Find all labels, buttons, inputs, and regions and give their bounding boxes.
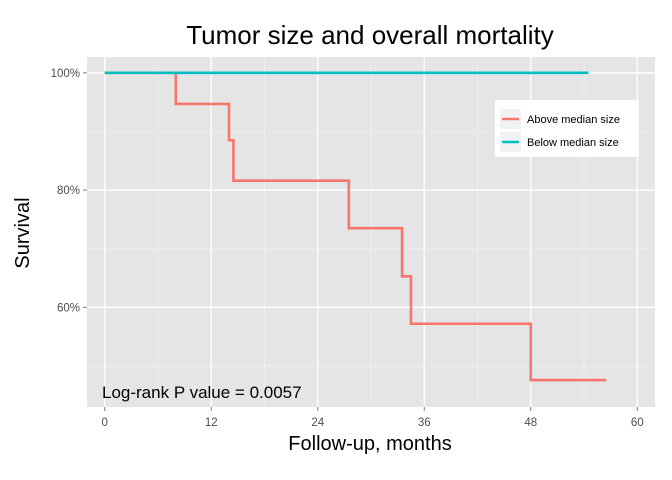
legend-label: Above median size bbox=[527, 114, 620, 126]
y-tick-label: 100% bbox=[51, 68, 80, 80]
logrank-annotation: Log-rank P value = 0.0057 bbox=[102, 383, 302, 402]
x-tick-label: 24 bbox=[311, 417, 324, 429]
y-tick-label: 80% bbox=[57, 185, 80, 197]
axis-ticks: 0 12 24 36 48 60 60% 80% 100% bbox=[51, 68, 644, 429]
x-tick-label: 36 bbox=[418, 417, 431, 429]
major-grid bbox=[87, 57, 655, 407]
y-tick-label: 60% bbox=[57, 302, 80, 314]
legend: Above median size Below median size bbox=[495, 100, 639, 157]
legend-label: Below median size bbox=[527, 137, 619, 149]
series-layer bbox=[104, 71, 607, 382]
x-tick-label: 12 bbox=[205, 417, 218, 429]
series-line-above-median bbox=[104, 71, 607, 382]
x-tick-label: 60 bbox=[631, 417, 644, 429]
y-axis-title: Survival bbox=[12, 197, 34, 268]
x-tick-label: 0 bbox=[102, 417, 108, 429]
x-tick-label: 48 bbox=[524, 417, 537, 429]
x-axis-title: Follow-up, months bbox=[288, 433, 451, 455]
chart-title: Tumor size and overall mortality bbox=[186, 20, 554, 50]
minor-grid bbox=[87, 57, 655, 407]
